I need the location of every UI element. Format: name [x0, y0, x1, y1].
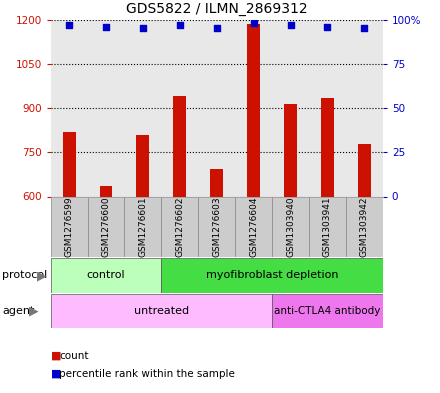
Bar — [247, 24, 260, 196]
Bar — [51, 196, 88, 257]
Title: GDS5822 / ILMN_2869312: GDS5822 / ILMN_2869312 — [126, 2, 308, 16]
Bar — [309, 196, 346, 257]
Text: GSM1276600: GSM1276600 — [102, 196, 110, 257]
Text: GSM1276602: GSM1276602 — [175, 197, 184, 257]
Text: GSM1303940: GSM1303940 — [286, 196, 295, 257]
Bar — [51, 258, 161, 293]
Bar — [272, 196, 309, 257]
Text: count: count — [59, 351, 89, 361]
Bar — [136, 134, 149, 196]
Bar — [198, 196, 235, 257]
Bar — [235, 196, 272, 257]
Text: agent: agent — [2, 306, 35, 316]
Bar — [272, 294, 383, 328]
Point — [361, 26, 368, 32]
Text: anti-CTLA4 antibody: anti-CTLA4 antibody — [274, 306, 381, 316]
Text: GSM1276604: GSM1276604 — [249, 197, 258, 257]
Point — [103, 24, 110, 30]
Text: untreated: untreated — [134, 306, 189, 316]
Bar — [88, 196, 125, 257]
Bar — [161, 196, 198, 257]
Point — [66, 22, 73, 28]
Bar — [99, 186, 113, 196]
Point — [213, 26, 220, 32]
Bar — [346, 196, 383, 257]
Bar — [173, 96, 186, 196]
Text: ▶: ▶ — [37, 269, 47, 282]
Text: myofibroblast depletion: myofibroblast depletion — [206, 270, 338, 281]
Bar — [284, 104, 297, 196]
Text: protocol: protocol — [2, 270, 48, 281]
Text: percentile rank within the sample: percentile rank within the sample — [59, 369, 235, 379]
Point — [139, 26, 147, 32]
Bar — [51, 294, 272, 328]
Text: GSM1303942: GSM1303942 — [360, 197, 369, 257]
Text: GSM1276601: GSM1276601 — [138, 196, 147, 257]
Text: GSM1276603: GSM1276603 — [212, 196, 221, 257]
Bar — [125, 196, 161, 257]
Text: ■: ■ — [51, 351, 61, 361]
Bar — [62, 132, 76, 196]
Point — [324, 24, 331, 30]
Text: control: control — [87, 270, 125, 281]
Bar — [358, 144, 371, 196]
Text: ▶: ▶ — [29, 304, 39, 318]
Bar — [210, 169, 223, 196]
Text: GSM1276599: GSM1276599 — [65, 196, 73, 257]
Text: GSM1303941: GSM1303941 — [323, 196, 332, 257]
Point — [176, 22, 183, 28]
Bar — [161, 258, 383, 293]
Text: ■: ■ — [51, 369, 61, 379]
Bar — [321, 98, 334, 196]
Point — [250, 20, 257, 26]
Point — [287, 22, 294, 28]
